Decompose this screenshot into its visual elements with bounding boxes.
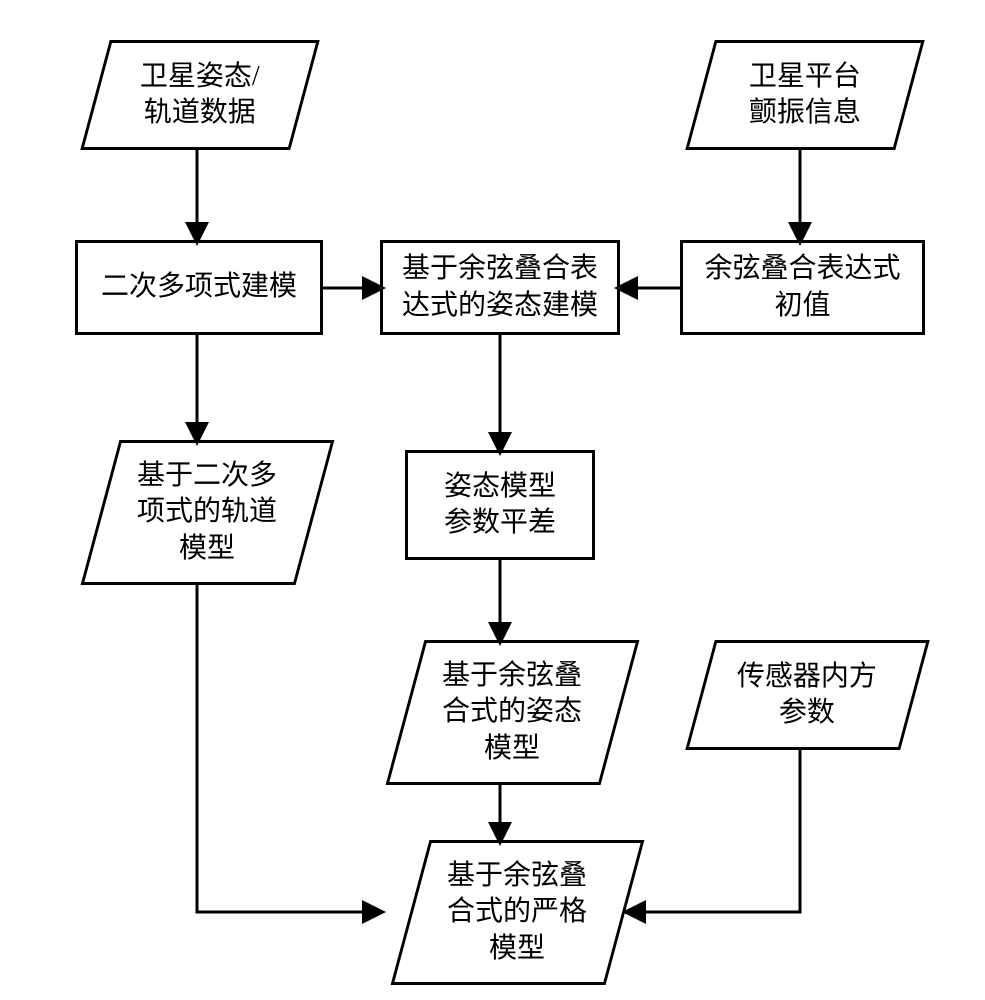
flowchart-node-n1: 卫星姿态/轨道数据 (80, 40, 319, 150)
node-label: 基于余弦叠合表达式的姿态建模 (398, 243, 602, 332)
flowchart-edge-8 (197, 585, 380, 912)
node-label: 卫星平台颤振信息 (745, 51, 865, 140)
flowchart-node-n4: 基于余弦叠合表达式的姿态建模 (380, 240, 620, 335)
flowchart-node-n3: 二次多项式建模 (75, 240, 323, 335)
flowchart-node-n10: 基于余弦叠合式的严格模型 (391, 840, 645, 985)
node-label: 姿态模型参数平差 (440, 461, 560, 550)
node-label: 基于余弦叠合式的姿态模型 (438, 650, 586, 775)
flowchart-node-n5: 余弦叠合表达式初值 (680, 240, 925, 335)
node-label: 基于二次多项式的轨道模型 (133, 450, 281, 575)
flowchart-node-n8: 基于余弦叠合式的姿态模型 (386, 640, 640, 785)
flowchart-node-n9: 传感器内方参数 (685, 640, 929, 750)
node-label: 卫星姿态/轨道数据 (136, 51, 264, 140)
flowchart-node-n6: 基于二次多项式的轨道模型 (81, 440, 335, 585)
flowchart-node-n2: 卫星平台颤振信息 (685, 40, 924, 150)
flowchart-edge-9 (628, 750, 800, 912)
node-label: 基于余弦叠合式的严格模型 (443, 850, 591, 975)
flowchart-node-n7: 姿态模型参数平差 (405, 450, 595, 560)
node-label: 传感器内方参数 (733, 651, 881, 740)
node-label: 二次多项式建模 (97, 261, 301, 313)
node-label: 余弦叠合表达式初值 (700, 243, 904, 332)
